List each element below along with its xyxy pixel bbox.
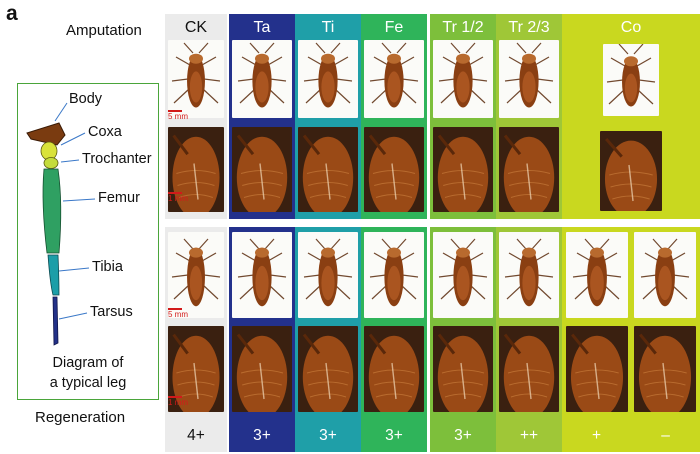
- leg-diagram-illustration: [26, 102, 96, 346]
- photo-tr12-row4: [433, 326, 493, 412]
- score-tr23: ++: [519, 427, 539, 444]
- photo-ck-row4: [168, 326, 224, 412]
- photo-ck-row2: [168, 127, 224, 212]
- photo-co-row2: [600, 131, 662, 211]
- photo-ti-row1: [298, 40, 358, 118]
- column-header-ti: Ti: [321, 19, 335, 36]
- scale-label-whole-bottom-bar: [168, 308, 182, 310]
- label-trochanter: Trochanter: [82, 151, 152, 167]
- column-header-tr12: Tr 1/2: [442, 19, 484, 36]
- leg-tibia-shape: [47, 254, 60, 296]
- photo-tr23-row1: [499, 40, 559, 118]
- scale-label-whole-top-bar: [168, 110, 182, 112]
- caption-line1: Diagram of: [52, 355, 124, 371]
- photo-fe-row1: [364, 40, 424, 118]
- score-tr12: 3+: [454, 427, 472, 444]
- photo-co-row3-a: [566, 232, 628, 318]
- photo-co-row1: [603, 44, 659, 116]
- column-header-co: Co: [620, 19, 642, 36]
- photo-tr23-row4: [499, 326, 559, 412]
- label-femur: Femur: [98, 190, 140, 206]
- row-divider: [163, 219, 700, 227]
- label-tarsus: Tarsus: [90, 304, 133, 320]
- score-fe: 3+: [385, 427, 403, 444]
- row-label-amputation: Amputation: [66, 22, 142, 39]
- label-coxa: Coxa: [88, 124, 122, 140]
- photo-ta-row3: [232, 232, 292, 318]
- photo-tr12-row1: [433, 40, 493, 118]
- photo-co-row3-b: [634, 232, 696, 318]
- score-co-a: +: [591, 427, 602, 444]
- leg-femur-shape: [42, 168, 62, 254]
- photo-tr23-row2: [499, 127, 559, 212]
- photo-tr12-row2: [433, 127, 493, 212]
- score-ti: 3+: [319, 427, 337, 444]
- scale-label-whole-bottom: 5 mm: [168, 310, 188, 319]
- row-label-regeneration: Regeneration: [35, 409, 126, 426]
- leg-tarsus-shape: [52, 296, 59, 346]
- photo-fe-row3: [364, 232, 424, 318]
- leg-body-shape: [26, 122, 66, 146]
- column-header-ck: CK: [184, 19, 208, 36]
- leg-coxa-shape: [40, 141, 58, 161]
- photo-ti-row2: [298, 127, 358, 212]
- photo-tr12-row3: [433, 232, 493, 318]
- scale-label-closeup-bottom-bar: [168, 396, 182, 398]
- photo-ta-row4: [232, 326, 292, 412]
- scale-label-whole-top: 5 mm: [168, 112, 188, 121]
- panel-letter: a: [6, 2, 18, 25]
- column-header-tr23: Tr 2/3: [508, 19, 550, 36]
- column-header-ta: Ta: [253, 19, 271, 36]
- scale-label-closeup-top-bar: [168, 192, 182, 194]
- caption-line2: a typical leg: [49, 374, 127, 391]
- score-ck: 4+: [187, 427, 205, 444]
- photo-fe-row4: [364, 326, 424, 412]
- photo-ck-row1: [168, 40, 224, 118]
- column-header-fe: Fe: [384, 19, 404, 36]
- scale-label-closeup-top: 1 mm: [168, 194, 188, 203]
- label-tibia: Tibia: [92, 259, 123, 275]
- score-ta: 3+: [253, 427, 271, 444]
- photo-ck-row3: [168, 232, 224, 318]
- photo-ta-row1: [232, 40, 292, 118]
- leg-trochanter-shape: [43, 157, 59, 169]
- photo-ti-row4: [298, 326, 358, 412]
- score-co-b: –: [661, 427, 670, 444]
- label-body: Body: [69, 91, 103, 107]
- leg-diagram-box: [17, 83, 159, 400]
- photo-co-row4-b: [634, 326, 696, 412]
- photo-ta-row2: [232, 127, 292, 212]
- photo-co-row4-a: [566, 326, 628, 412]
- scale-label-closeup-bottom: 1 mm: [168, 398, 188, 407]
- photo-ti-row3: [298, 232, 358, 318]
- diagram-caption: Diagram of a typical leg: [18, 354, 158, 393]
- photo-tr23-row3: [499, 232, 559, 318]
- photo-fe-row2: [364, 127, 424, 212]
